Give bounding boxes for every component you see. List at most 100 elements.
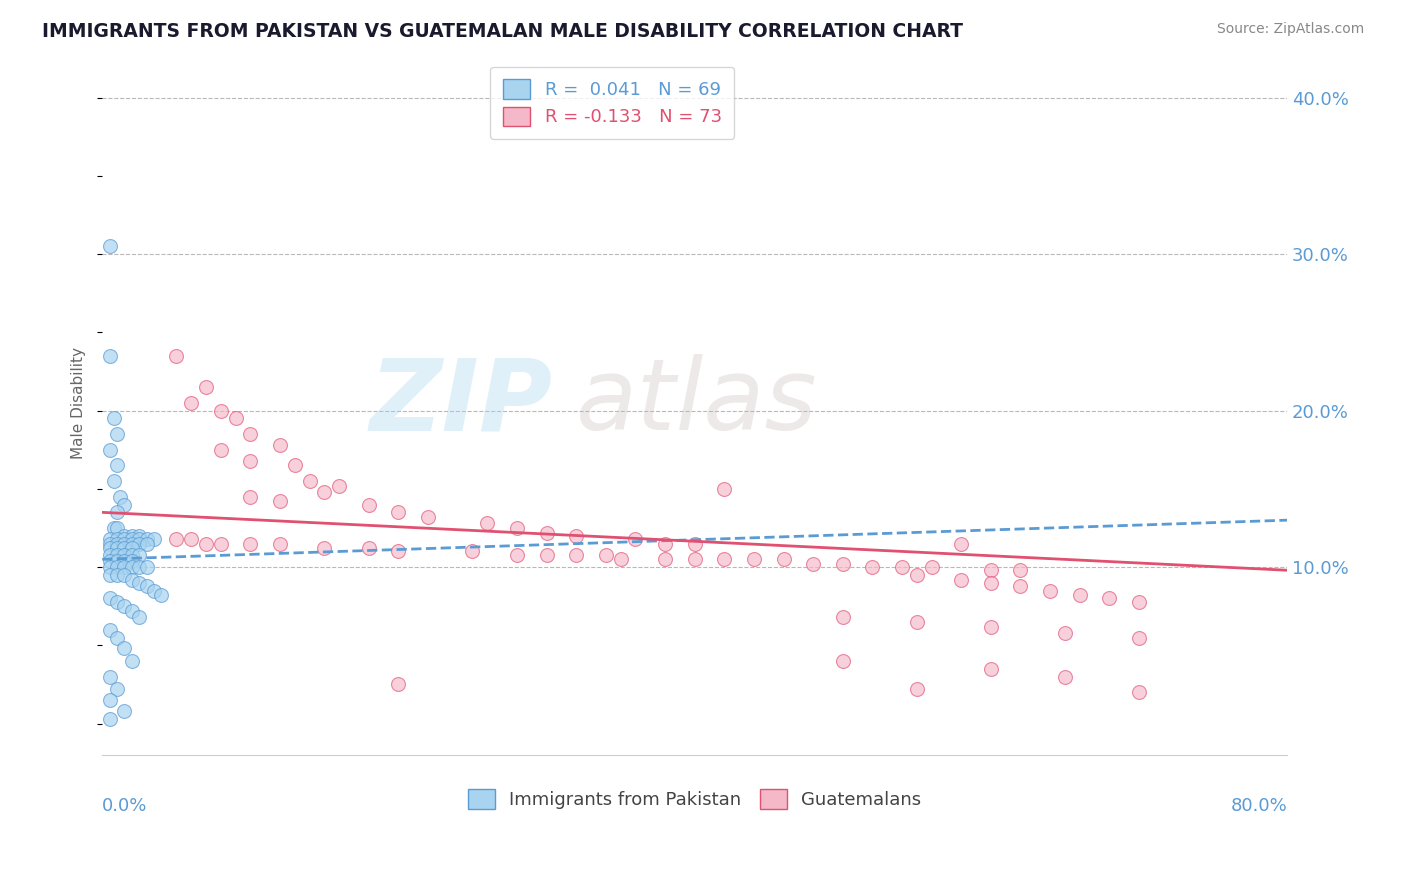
Point bbox=[98, 349, 121, 363]
Point bbox=[209, 442, 232, 457]
Point bbox=[98, 712, 121, 726]
Point bbox=[477, 516, 499, 531]
Point bbox=[891, 560, 914, 574]
Point bbox=[105, 532, 128, 546]
Point bbox=[135, 560, 157, 574]
Point bbox=[98, 541, 121, 556]
Point bbox=[121, 548, 143, 562]
Point bbox=[742, 552, 765, 566]
Point bbox=[905, 682, 928, 697]
Point bbox=[239, 536, 262, 550]
Point bbox=[105, 536, 128, 550]
Point bbox=[98, 442, 121, 457]
Point bbox=[121, 529, 143, 543]
Point bbox=[387, 505, 409, 519]
Point bbox=[112, 599, 135, 614]
Point bbox=[387, 544, 409, 558]
Point bbox=[98, 554, 121, 568]
Y-axis label: Male Disability: Male Disability bbox=[72, 347, 86, 458]
Point bbox=[831, 557, 853, 571]
Point bbox=[121, 532, 143, 546]
Point bbox=[105, 560, 128, 574]
Point bbox=[105, 631, 128, 645]
Point bbox=[180, 532, 202, 546]
Point bbox=[357, 541, 380, 556]
Point bbox=[683, 536, 706, 550]
Point bbox=[128, 575, 150, 590]
Point bbox=[103, 474, 125, 488]
Point bbox=[595, 548, 617, 562]
Point bbox=[135, 579, 157, 593]
Point bbox=[165, 349, 187, 363]
Point bbox=[1069, 588, 1091, 602]
Point bbox=[128, 536, 150, 550]
Point bbox=[143, 583, 166, 598]
Point bbox=[921, 560, 943, 574]
Point bbox=[112, 541, 135, 556]
Text: atlas: atlas bbox=[576, 354, 818, 451]
Point bbox=[135, 536, 157, 550]
Text: ZIP: ZIP bbox=[370, 354, 553, 451]
Point bbox=[108, 490, 131, 504]
Point bbox=[624, 532, 647, 546]
Point bbox=[506, 548, 529, 562]
Point bbox=[194, 380, 217, 394]
Point bbox=[112, 560, 135, 574]
Point bbox=[98, 623, 121, 637]
Point bbox=[209, 403, 232, 417]
Point bbox=[609, 552, 631, 566]
Point bbox=[128, 560, 150, 574]
Point bbox=[536, 525, 558, 540]
Text: IMMIGRANTS FROM PAKISTAN VS GUATEMALAN MALE DISABILITY CORRELATION CHART: IMMIGRANTS FROM PAKISTAN VS GUATEMALAN M… bbox=[42, 22, 963, 41]
Point bbox=[98, 560, 121, 574]
Point bbox=[1053, 670, 1076, 684]
Point bbox=[905, 568, 928, 582]
Point bbox=[112, 532, 135, 546]
Legend: Immigrants from Pakistan, Guatemalans: Immigrants from Pakistan, Guatemalans bbox=[461, 782, 928, 816]
Point bbox=[980, 563, 1002, 577]
Point bbox=[103, 521, 125, 535]
Point bbox=[143, 532, 166, 546]
Point bbox=[506, 521, 529, 535]
Point bbox=[121, 573, 143, 587]
Point bbox=[165, 532, 187, 546]
Point bbox=[654, 536, 676, 550]
Point bbox=[98, 693, 121, 707]
Point bbox=[112, 568, 135, 582]
Point bbox=[654, 552, 676, 566]
Point bbox=[980, 575, 1002, 590]
Point bbox=[565, 529, 588, 543]
Point bbox=[112, 704, 135, 718]
Point bbox=[831, 610, 853, 624]
Point bbox=[860, 560, 883, 574]
Point bbox=[105, 458, 128, 473]
Point bbox=[105, 548, 128, 562]
Point bbox=[112, 641, 135, 656]
Point bbox=[536, 548, 558, 562]
Point bbox=[1128, 594, 1150, 608]
Text: Source: ZipAtlas.com: Source: ZipAtlas.com bbox=[1216, 22, 1364, 37]
Point bbox=[105, 682, 128, 697]
Point bbox=[314, 541, 336, 556]
Point bbox=[713, 552, 735, 566]
Point bbox=[357, 498, 380, 512]
Point bbox=[772, 552, 794, 566]
Point bbox=[98, 239, 121, 253]
Point bbox=[950, 536, 973, 550]
Point bbox=[1010, 563, 1032, 577]
Point bbox=[121, 604, 143, 618]
Point bbox=[150, 588, 173, 602]
Point bbox=[105, 505, 128, 519]
Point bbox=[1039, 583, 1062, 598]
Point bbox=[112, 498, 135, 512]
Point bbox=[121, 536, 143, 550]
Point bbox=[105, 541, 128, 556]
Point bbox=[416, 510, 439, 524]
Point bbox=[1010, 579, 1032, 593]
Point bbox=[98, 532, 121, 546]
Point bbox=[284, 458, 307, 473]
Point bbox=[128, 532, 150, 546]
Point bbox=[98, 670, 121, 684]
Point bbox=[180, 396, 202, 410]
Point bbox=[98, 591, 121, 606]
